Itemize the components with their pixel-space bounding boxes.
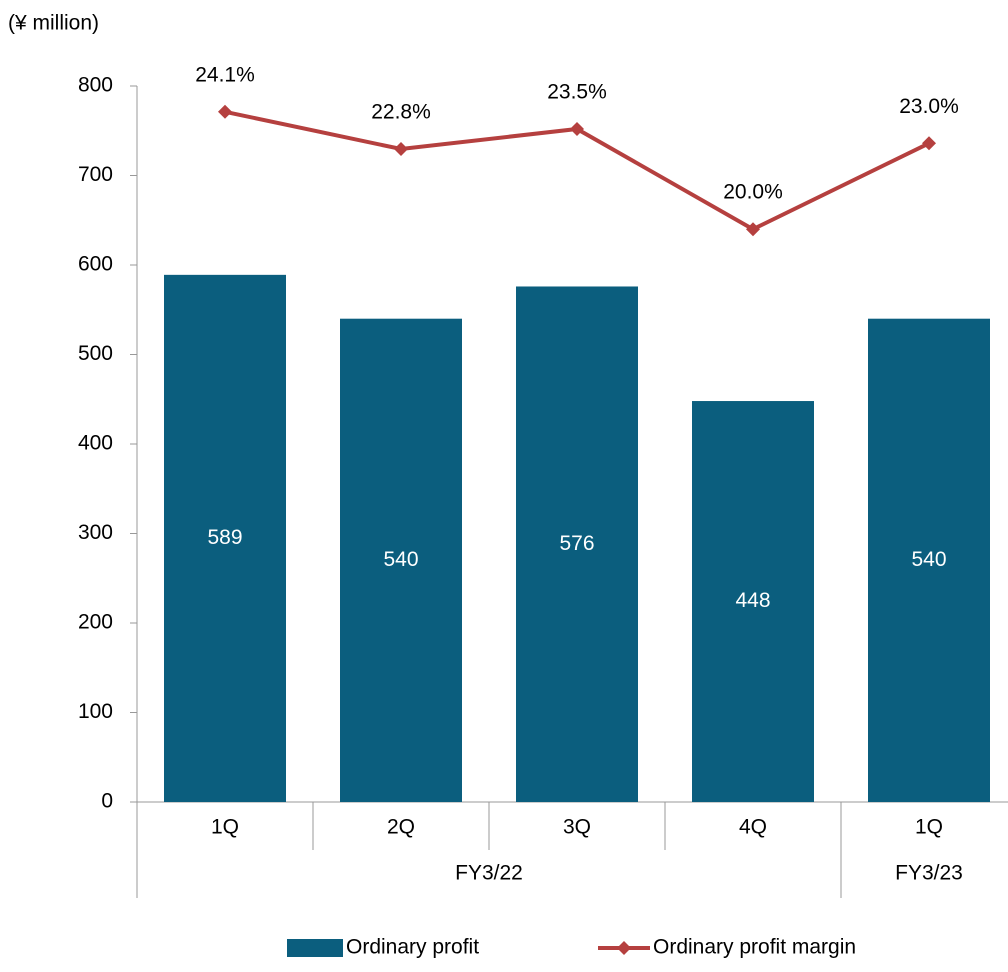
line-value-label: 23.5% [547, 81, 607, 104]
y-tick-label: 0 [101, 790, 113, 813]
y-tick-label: 700 [78, 163, 113, 186]
bar-value-label: 540 [911, 548, 946, 571]
x-tick-label: 1Q [915, 816, 943, 839]
x-tick-label: 2Q [387, 816, 415, 839]
bar-value-label: 448 [735, 589, 770, 612]
bar-value-label: 576 [559, 532, 594, 555]
y-tick-label: 800 [78, 74, 113, 97]
marker [570, 121, 584, 136]
legend-label: Ordinary profit [346, 936, 479, 959]
group-label: FY3/23 [895, 862, 963, 885]
marker [218, 104, 232, 119]
bar-value-label: 589 [207, 526, 242, 549]
x-tick-label: 4Q [739, 816, 767, 839]
y-tick-label: 300 [78, 521, 113, 544]
y-tick-label: 400 [78, 432, 113, 455]
legend-swatch [287, 939, 343, 957]
bar-value-label: 540 [383, 548, 418, 571]
bar [516, 286, 638, 803]
line-value-label: 23.0% [899, 95, 959, 118]
marker [746, 222, 760, 237]
y-axis-label: (¥ million) [8, 12, 99, 35]
y-tick-label: 100 [78, 700, 113, 723]
y-tick-label: 200 [78, 611, 113, 634]
legend-swatch [617, 941, 631, 955]
bar [692, 401, 814, 802]
bar [164, 274, 286, 803]
x-tick-label: 1Q [211, 816, 239, 839]
marker [394, 142, 408, 157]
y-tick-label: 600 [78, 253, 113, 276]
y-tick-label: 500 [78, 342, 113, 365]
legend-label: Ordinary profit margin [653, 936, 856, 959]
line-value-label: 24.1% [195, 63, 255, 86]
line-value-label: 20.0% [723, 181, 783, 204]
marker [922, 136, 936, 151]
line-value-label: 22.8% [371, 101, 431, 124]
bar [868, 318, 990, 802]
group-label: FY3/22 [455, 862, 523, 885]
x-tick-label: 3Q [563, 816, 591, 839]
bar [340, 318, 462, 802]
